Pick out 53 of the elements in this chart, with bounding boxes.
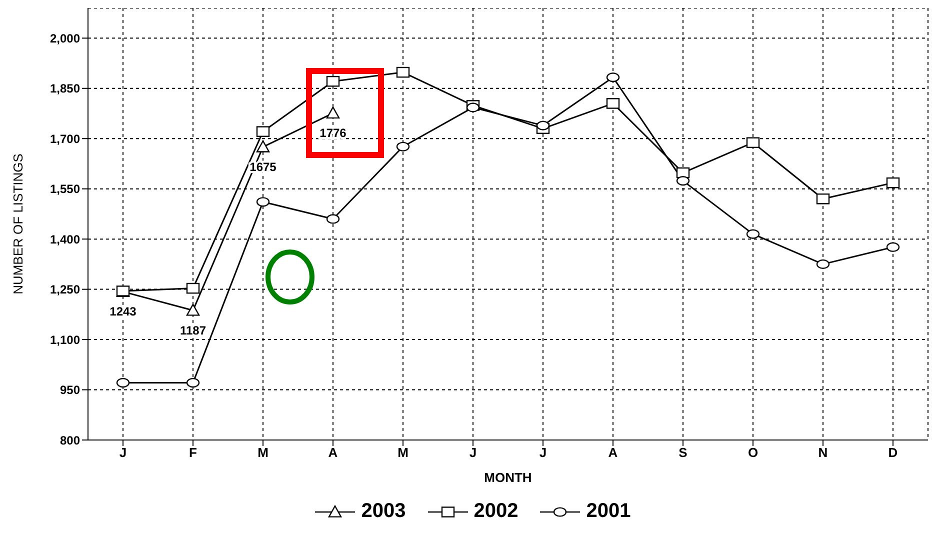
x-tick-label: J <box>539 445 547 460</box>
y-tick-label: 1,550 <box>50 182 80 196</box>
x-tick-label: M <box>258 445 268 460</box>
x-tick-label: J <box>119 445 127 460</box>
x-tick-label: J <box>469 445 477 460</box>
x-tick-label: S <box>678 445 688 460</box>
x-tick-label: A <box>608 445 618 460</box>
y-tick-label: 1,100 <box>50 332 80 347</box>
point <box>326 106 340 119</box>
point <box>746 137 760 148</box>
x-tick-label: O <box>748 445 758 460</box>
point <box>326 214 340 224</box>
data-label: 1776 <box>320 126 347 140</box>
y-tick-label: 950 <box>60 383 80 398</box>
x-tick-label: D <box>888 445 898 460</box>
y-tick-label: 1,850 <box>50 82 80 96</box>
point <box>816 259 830 269</box>
legend-label: 2001 <box>586 500 631 523</box>
point <box>256 140 270 152</box>
point <box>746 229 760 239</box>
point <box>606 72 620 82</box>
y-tick-label: 1,700 <box>50 132 80 146</box>
point <box>466 102 480 112</box>
point <box>676 176 690 186</box>
point <box>116 286 130 296</box>
legend-label: 2003 <box>361 500 406 523</box>
point <box>186 378 200 388</box>
point <box>606 98 620 109</box>
y-tick-label: 2,000 <box>50 31 80 46</box>
point <box>396 66 410 78</box>
point <box>256 126 270 137</box>
point <box>186 304 200 316</box>
point <box>326 76 340 87</box>
y-tick-label: 800 <box>60 433 80 448</box>
x-tick-label: A <box>328 445 338 460</box>
point <box>396 142 410 152</box>
point <box>116 378 130 388</box>
x-tick-label: M <box>398 445 408 460</box>
point <box>886 242 900 252</box>
data-label: 1187 <box>180 323 206 338</box>
point <box>816 193 830 204</box>
data-label: 1243 <box>110 304 137 319</box>
point <box>536 120 550 130</box>
point <box>256 197 270 207</box>
point <box>186 282 200 294</box>
x-tick-label: F <box>189 445 198 460</box>
y-tick-label: 1,400 <box>50 232 80 246</box>
x-tick-label: N <box>818 445 828 460</box>
x-axis-title: MONTH <box>484 470 532 485</box>
y-tick-label: 1,250 <box>50 282 80 297</box>
y-axis-title: NUMBER OF LISTINGS <box>10 153 26 294</box>
point <box>886 177 900 188</box>
legend-label: 2002 <box>474 500 518 523</box>
